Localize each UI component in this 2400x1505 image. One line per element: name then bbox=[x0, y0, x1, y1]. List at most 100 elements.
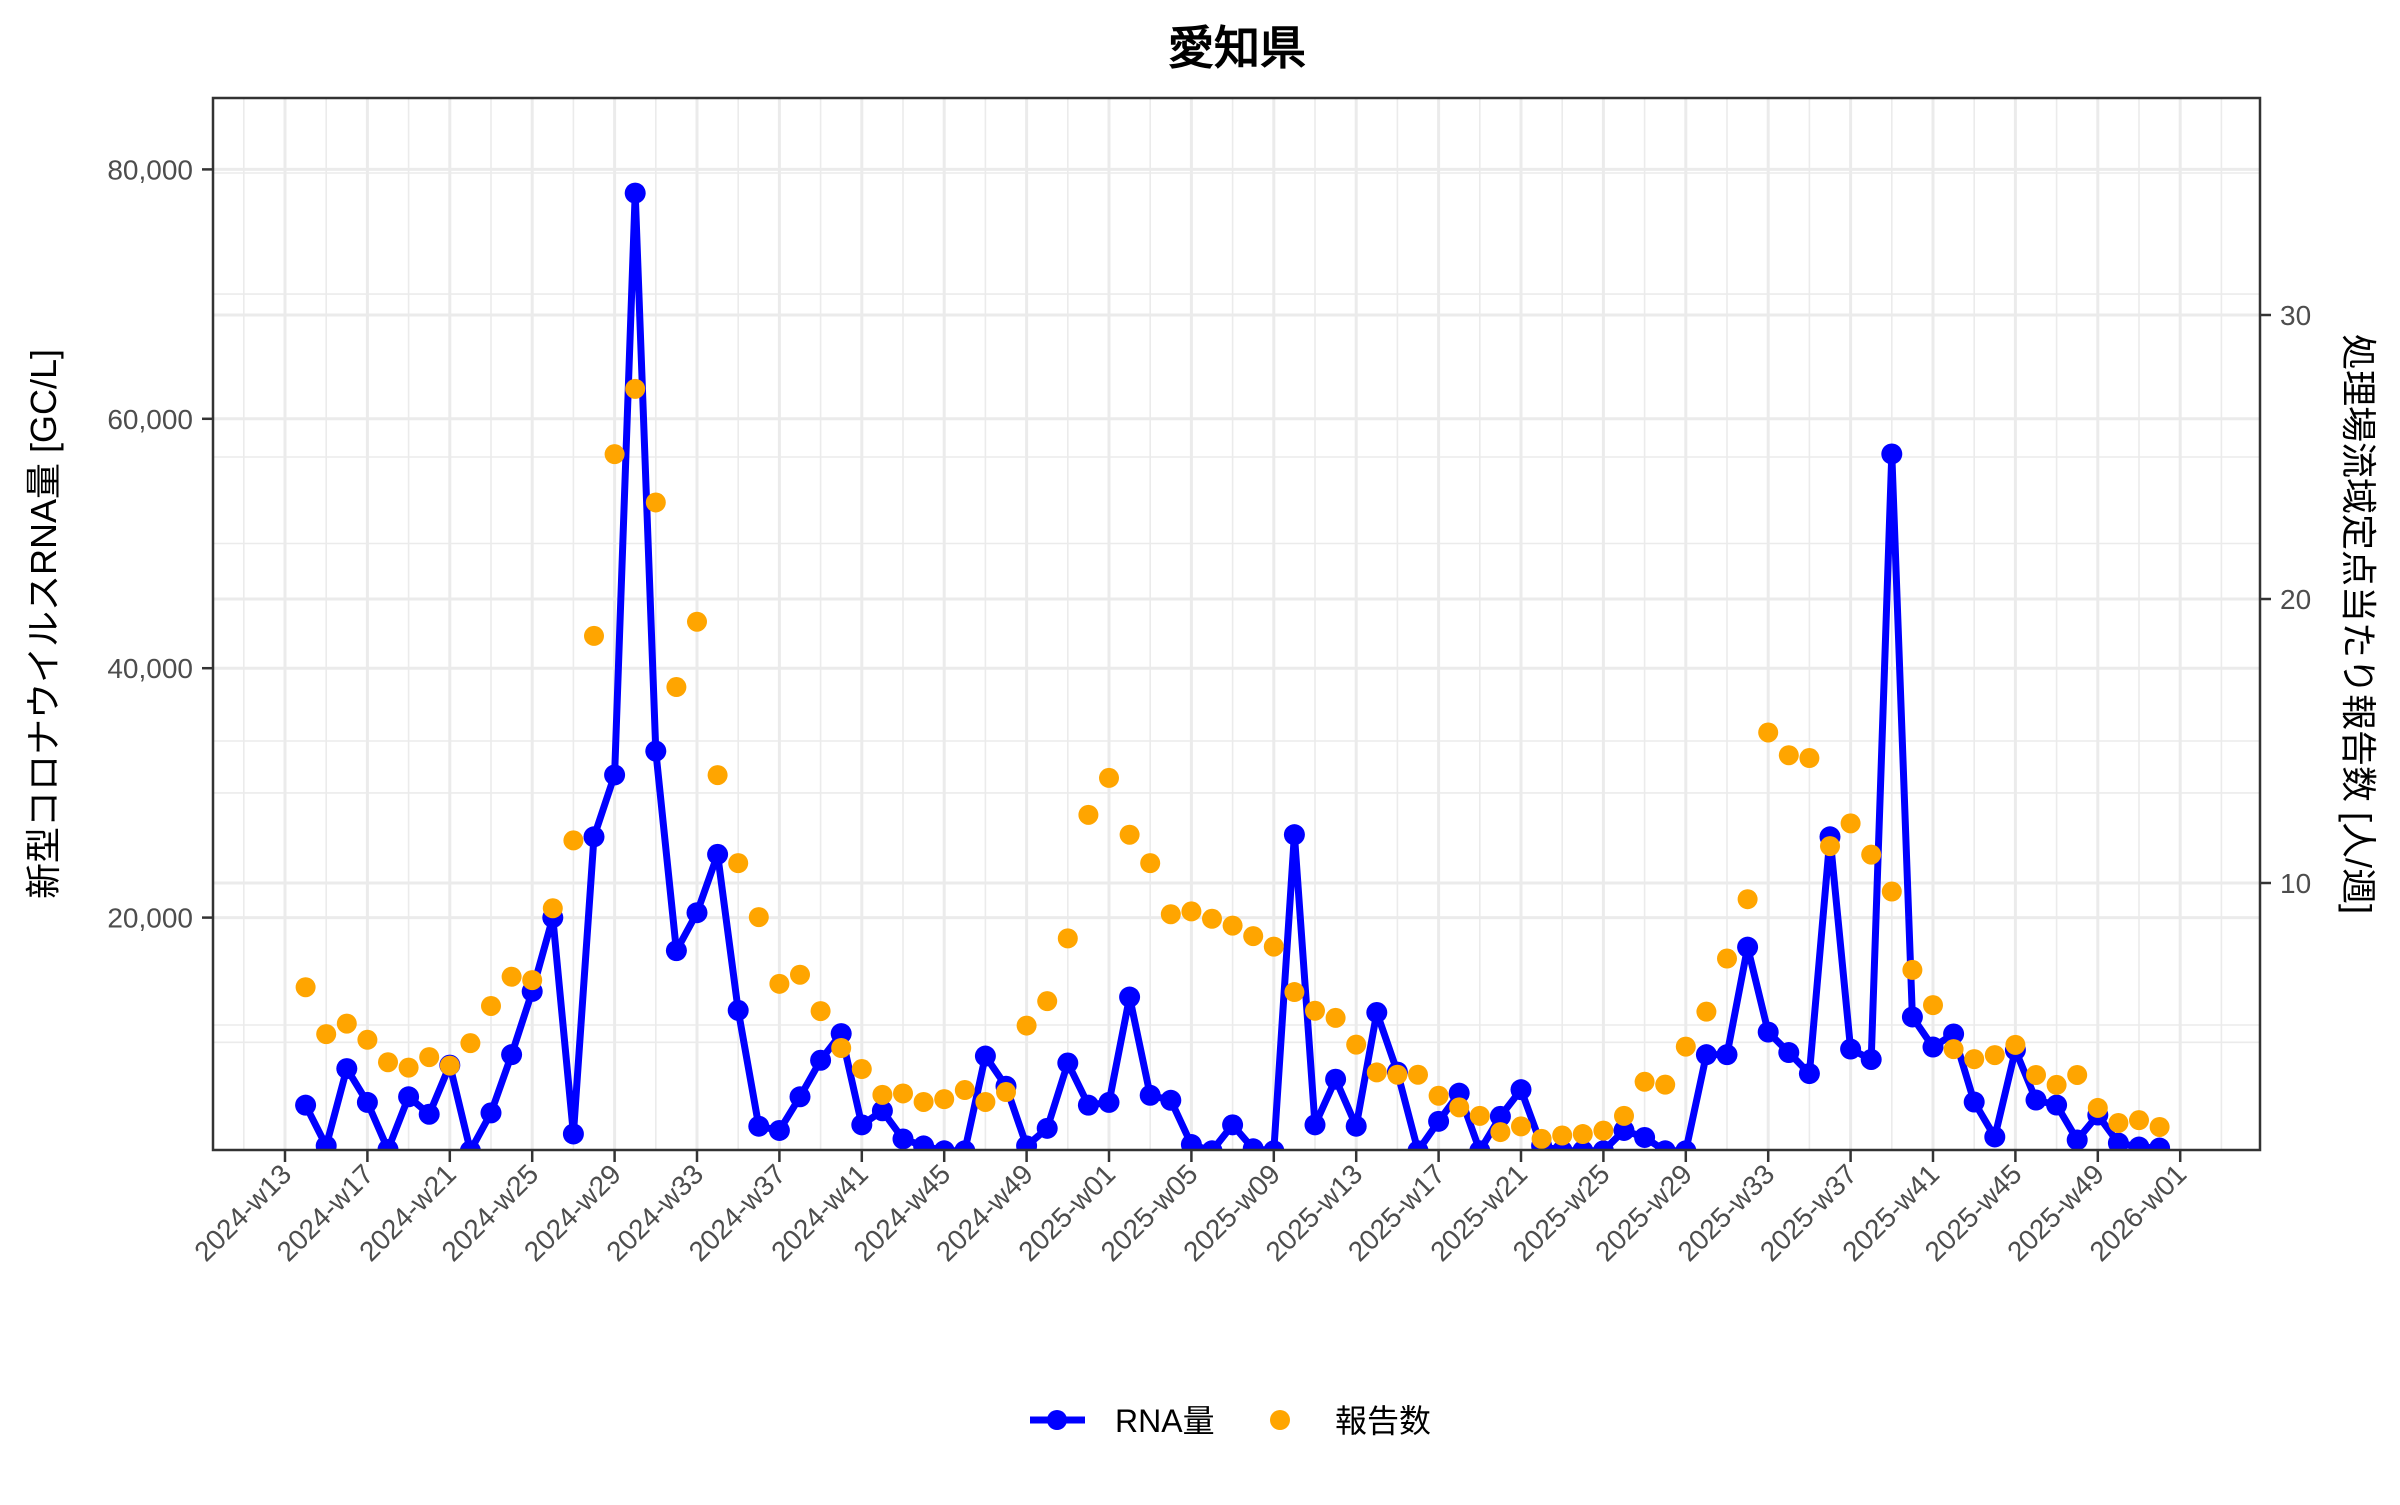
report-data-point bbox=[666, 677, 687, 698]
report-data-point bbox=[1799, 748, 1820, 769]
rna-data-point bbox=[1613, 1119, 1635, 1141]
report-data-point bbox=[563, 830, 584, 851]
rna-data-point bbox=[727, 999, 749, 1021]
rna-data-point bbox=[2046, 1094, 2068, 1116]
report-data-point bbox=[1490, 1122, 1511, 1143]
rna-data-point bbox=[1469, 1140, 1491, 1150]
report-data-point bbox=[872, 1084, 893, 1105]
rna-data-point bbox=[1325, 1068, 1347, 1090]
rna-data-point bbox=[768, 1119, 790, 1141]
rna-data-point bbox=[2128, 1136, 2150, 1150]
report-data-point bbox=[1428, 1085, 1449, 1106]
report-data-point bbox=[625, 378, 646, 399]
report-data-point bbox=[1408, 1064, 1428, 1085]
rna-data-point bbox=[913, 1135, 935, 1150]
report-data-point bbox=[1366, 1062, 1387, 1083]
y-tick-label: 20,000 bbox=[107, 903, 193, 934]
report-data-point bbox=[2149, 1116, 2170, 1137]
report-data-point bbox=[1614, 1105, 1634, 1126]
report-data-point bbox=[1778, 745, 1799, 766]
rna-data-point bbox=[377, 1139, 399, 1150]
rna-data-point bbox=[810, 1049, 832, 1071]
rna-data-point bbox=[356, 1091, 378, 1113]
rna-data-point bbox=[1943, 1023, 1965, 1045]
rna-data-point bbox=[501, 1044, 523, 1066]
rna-data-point bbox=[1304, 1114, 1326, 1136]
report-data-point bbox=[357, 1029, 378, 1050]
report-data-point bbox=[645, 492, 666, 513]
rna-data-point bbox=[851, 1114, 873, 1136]
report-data-point bbox=[2067, 1064, 2088, 1085]
report-data-point bbox=[934, 1089, 955, 1110]
report-data-point bbox=[1511, 1116, 1531, 1137]
rna-data-point bbox=[830, 1023, 852, 1045]
report-data-point bbox=[1325, 1007, 1346, 1028]
rna-data-point bbox=[1695, 1044, 1717, 1066]
report-data-point bbox=[542, 898, 563, 919]
rna-data-point bbox=[336, 1058, 358, 1080]
rna-data-point bbox=[562, 1123, 584, 1145]
report-data-point bbox=[2026, 1064, 2046, 1085]
report-data-point bbox=[1675, 1036, 1696, 1057]
rna-data-point bbox=[1922, 1036, 1944, 1058]
rna-data-point bbox=[398, 1086, 420, 1108]
report-data-point bbox=[913, 1091, 934, 1112]
report-data-point bbox=[2087, 1097, 2108, 1118]
rna-data-point bbox=[583, 826, 605, 848]
rna-data-point bbox=[1572, 1140, 1594, 1150]
y2-tick-label: 30 bbox=[2280, 300, 2311, 331]
legend: RNA量 報告数 bbox=[1030, 1403, 1431, 1439]
rna-data-point bbox=[1716, 1044, 1738, 1066]
legend-item-report: 報告数 bbox=[1270, 1403, 1431, 1439]
report-data-point bbox=[1263, 936, 1284, 957]
chart-title: 愛知県 bbox=[1168, 22, 1306, 74]
report-data-point bbox=[1861, 844, 1882, 865]
rna-data-point bbox=[1428, 1110, 1450, 1132]
report-data-point bbox=[1964, 1049, 1985, 1070]
rna-data-point bbox=[2107, 1132, 2129, 1150]
report-data-point bbox=[954, 1080, 975, 1101]
report-data-point bbox=[790, 964, 810, 985]
report-data-point bbox=[522, 970, 543, 991]
rna-data-point bbox=[480, 1102, 502, 1124]
rna-data-point bbox=[686, 902, 708, 924]
report-data-point bbox=[893, 1083, 913, 1104]
report-data-point bbox=[604, 444, 625, 465]
rna-data-point bbox=[1345, 1115, 1367, 1137]
rna-data-point bbox=[1963, 1091, 1985, 1113]
x-axis: 2024-w132024-w172024-w212024-w252024-w29… bbox=[188, 1150, 2192, 1267]
rna-data-point bbox=[1407, 1140, 1429, 1150]
y2-tick-label: 20 bbox=[2280, 584, 2311, 615]
y-axis-right: 10 20 30 bbox=[2260, 300, 2311, 899]
rna-data-point bbox=[315, 1135, 337, 1150]
panel-border bbox=[211, 96, 2262, 1152]
report-data-point bbox=[1634, 1071, 1655, 1092]
rna-data-point bbox=[624, 182, 646, 204]
report-series bbox=[295, 378, 2170, 1149]
report-data-point bbox=[2129, 1110, 2149, 1131]
rna-data-point bbox=[1242, 1138, 1264, 1150]
report-data-point bbox=[439, 1055, 460, 1076]
rna-data-point bbox=[707, 843, 729, 865]
report-data-point bbox=[1943, 1039, 1964, 1060]
rna-data-point bbox=[645, 740, 667, 762]
report-data-point bbox=[1284, 982, 1305, 1003]
y2-tick-label: 10 bbox=[2280, 868, 2311, 899]
report-data-point bbox=[398, 1057, 419, 1078]
report-data-point bbox=[707, 765, 728, 786]
report-data-point bbox=[1202, 908, 1222, 929]
report-data-point bbox=[1181, 901, 1202, 922]
rna-data-point bbox=[1592, 1140, 1614, 1150]
rna-data-point bbox=[1778, 1042, 1800, 1064]
report-data-point bbox=[336, 1013, 357, 1034]
legend-rna-label: RNA量 bbox=[1115, 1403, 1215, 1439]
rna-data-point bbox=[892, 1128, 914, 1150]
rna-data-point bbox=[1283, 824, 1305, 846]
report-data-point bbox=[584, 625, 604, 646]
rna-data-point bbox=[1016, 1135, 1038, 1150]
rna-data-point bbox=[1098, 1091, 1120, 1113]
report-data-point bbox=[1840, 813, 1861, 834]
rna-data-point bbox=[2066, 1129, 2088, 1150]
rna-data-point bbox=[1119, 986, 1141, 1008]
